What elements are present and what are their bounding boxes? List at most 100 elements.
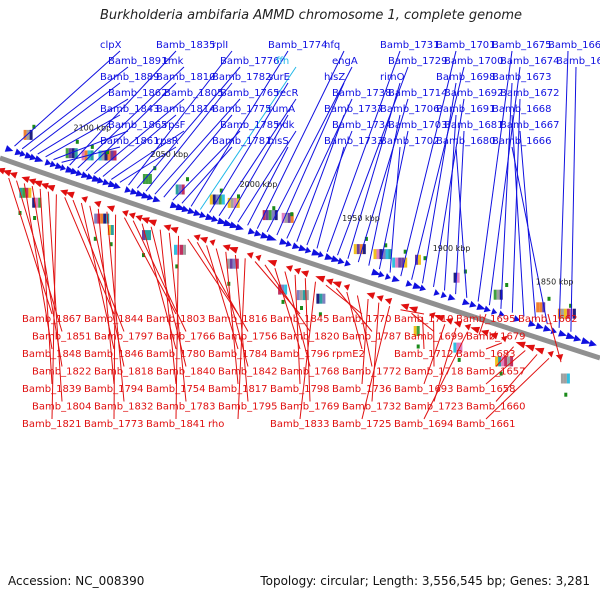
forward-gene-arrow (181, 205, 190, 213)
forward-gene-arrow (70, 167, 79, 175)
label-lines-layer (8, 50, 577, 420)
feature-block (23, 129, 27, 140)
forward-gene-arrow (565, 332, 576, 339)
gene-label-line (500, 82, 513, 309)
gene-label-line (256, 50, 345, 229)
gene-label-line (423, 331, 468, 420)
feature-block (101, 150, 105, 161)
gene-label-line (477, 50, 513, 302)
gene-label-line (489, 331, 497, 340)
marker-tick (505, 283, 509, 287)
forward-gene-arrow (298, 244, 307, 252)
feature-block (180, 244, 183, 255)
marker-tick (186, 177, 189, 182)
reverse-gene-arrow (445, 318, 454, 325)
gene-label-line (547, 313, 562, 363)
feature-block (362, 244, 366, 255)
gene-label: Bamb_1658 (456, 384, 516, 395)
gene-label-line (145, 82, 233, 192)
genes-value: 3,281 (555, 574, 590, 588)
reverse-gene-arrow (501, 335, 508, 343)
gene-label-line (325, 284, 363, 315)
reverse-gene-arrow (534, 347, 545, 355)
gene-label-line (47, 191, 63, 402)
gene-label: clpX (100, 40, 122, 51)
forward-gene-arrow (498, 310, 505, 318)
forward-gene-arrow (59, 164, 67, 171)
gene-label-line (237, 258, 246, 420)
feature-block (504, 356, 508, 367)
forward-gene-arrow (247, 227, 256, 235)
marker-tick (272, 206, 276, 211)
gene-label: Bamb_1867 (22, 314, 82, 325)
gene-label: Bamb_1765 (220, 88, 280, 99)
gene-label: Bamb_1712 (394, 349, 454, 360)
reverse-gene-arrow (199, 236, 209, 244)
forward-gene-arrow (371, 268, 381, 276)
gene-label-line (296, 114, 345, 242)
topology-label: Topology: (260, 574, 317, 588)
gene-label-line (570, 66, 577, 332)
gene-label-line (400, 309, 425, 315)
feature-block (38, 197, 42, 208)
feature-block (392, 257, 396, 268)
reverse-gene-arrow (2, 169, 12, 177)
gene-label-line (163, 114, 233, 198)
forward-gene-arrow (330, 255, 340, 263)
marker-tick (564, 392, 568, 397)
reverse-gene-arrow (170, 226, 179, 234)
feature-block (382, 249, 386, 260)
gene-label: Bamb_1732 (342, 402, 402, 413)
gene-label: Bamb_1835 (156, 40, 216, 51)
feature-block (510, 356, 514, 367)
forward-gene-arrow (279, 238, 288, 245)
forward-gene-arrow (476, 303, 486, 310)
gene-label: Bamb_1843 (100, 104, 160, 115)
gene-label: Bamb_1810 (156, 72, 216, 83)
feature-block (319, 293, 323, 304)
gene-label: Bamb_1797 (94, 332, 154, 343)
gene-label: Bamb_1714 (388, 88, 448, 99)
gene-label-line (31, 186, 63, 367)
gene-label: Bamb_1889 (100, 72, 160, 83)
forward-gene-arrow (34, 155, 44, 162)
genome-title: Burkholderia ambifaria AMMD chromosome 1… (99, 8, 522, 23)
reverse-gene-arrow (228, 246, 239, 254)
feature-block (218, 194, 222, 205)
reverse-gene-arrow (453, 320, 463, 328)
marker-tick (384, 243, 388, 248)
gene-label: Bamb_1667 (500, 120, 560, 131)
feature-block (65, 148, 69, 159)
marker-tick (75, 139, 79, 144)
tick-label: 1850 kbp (536, 278, 574, 287)
feature-block (107, 150, 111, 161)
feature-block (563, 308, 567, 319)
gene-label: Bamb_1731 (380, 40, 440, 51)
feature-block (322, 293, 326, 304)
gene-label: Bamb_1814 (156, 104, 216, 115)
feature-block (29, 129, 33, 140)
feature-block (560, 373, 564, 384)
feature-block (413, 326, 417, 336)
feature-block (459, 342, 463, 353)
gene-label-line (225, 251, 239, 385)
gene-label: Bamb_1681 (444, 120, 504, 131)
feature-block (356, 244, 360, 255)
forward-gene-arrow (4, 145, 14, 152)
feature-block (385, 249, 389, 260)
gene-label: Bamb_1862 (108, 88, 168, 99)
feature-block (495, 356, 499, 367)
forward-gene-arrow (229, 221, 239, 229)
gene-label: Bamb_1783 (156, 402, 216, 413)
feature-block (103, 213, 107, 224)
feature-block (316, 293, 320, 304)
gene-label: Bamb_1865 (108, 120, 168, 131)
gene-label: Bamb_1692 (444, 88, 504, 99)
accession-label: Accession: (8, 574, 72, 588)
reverse-gene-arrow (9, 172, 18, 179)
gene-label: Bamb_1703 (388, 120, 448, 131)
feature-block (110, 150, 114, 161)
gene-label-line (190, 50, 289, 207)
reverse-gene-arrow (0, 167, 6, 175)
gene-label: Bamb_1775 (212, 104, 272, 115)
